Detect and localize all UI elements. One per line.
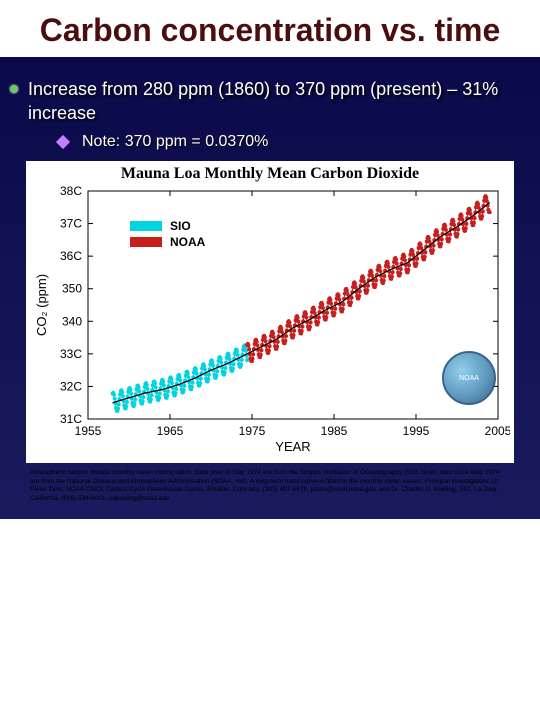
bullet-main: Increase from 280 ppm (1860) to 370 ppm … <box>8 77 532 126</box>
svg-text:1985: 1985 <box>321 424 348 438</box>
chart-title: Mauna Loa Monthly Mean Carbon Dioxide <box>30 165 510 183</box>
svg-text:CO₂ (ppm): CO₂ (ppm) <box>34 274 49 336</box>
svg-text:2005: 2005 <box>485 424 510 438</box>
svg-text:1955: 1955 <box>75 424 102 438</box>
svg-text:1965: 1965 <box>157 424 184 438</box>
content-panel: Increase from 280 ppm (1860) to 370 ppm … <box>0 57 540 519</box>
svg-text:1975: 1975 <box>239 424 266 438</box>
chart-svg: 31C32C33C34035036C37C38C1955196519751985… <box>30 185 510 455</box>
svg-text:340: 340 <box>62 315 82 329</box>
legend-swatch-noaa <box>130 237 162 247</box>
chart-legend: SIO NOAA <box>130 219 205 251</box>
legend-label-noaa: NOAA <box>170 235 205 249</box>
bullet-sub: Note: 370 ppm = 0.0370% <box>58 133 532 151</box>
svg-text:32C: 32C <box>60 380 82 394</box>
legend-swatch-sio <box>130 221 162 231</box>
sub-bullet-icon <box>56 135 70 149</box>
svg-text:36C: 36C <box>60 250 82 264</box>
bullet-main-text: Increase from 280 ppm (1860) to 370 ppm … <box>28 77 532 126</box>
legend-item-noaa: NOAA <box>130 235 205 249</box>
chart-caption: Atmospheric carbon dioxide monthly mean … <box>30 469 510 503</box>
svg-text:1995: 1995 <box>403 424 430 438</box>
noaa-logo-icon: NOAA <box>442 351 496 405</box>
bullet-icon <box>10 85 18 93</box>
svg-text:33C: 33C <box>60 347 82 361</box>
legend-item-sio: SIO <box>130 219 205 233</box>
svg-text:YEAR: YEAR <box>275 439 310 454</box>
chart-container: Mauna Loa Monthly Mean Carbon Dioxide 31… <box>26 161 514 463</box>
slide-title: Carbon concentration vs. time <box>0 0 540 57</box>
svg-text:37C: 37C <box>60 217 82 231</box>
bullet-sub-text: Note: 370 ppm = 0.0370% <box>82 133 268 151</box>
chart-plot: 31C32C33C34035036C37C38C1955196519751985… <box>30 185 510 455</box>
svg-text:38C: 38C <box>60 185 82 198</box>
legend-label-sio: SIO <box>170 219 191 233</box>
svg-text:350: 350 <box>62 282 82 296</box>
